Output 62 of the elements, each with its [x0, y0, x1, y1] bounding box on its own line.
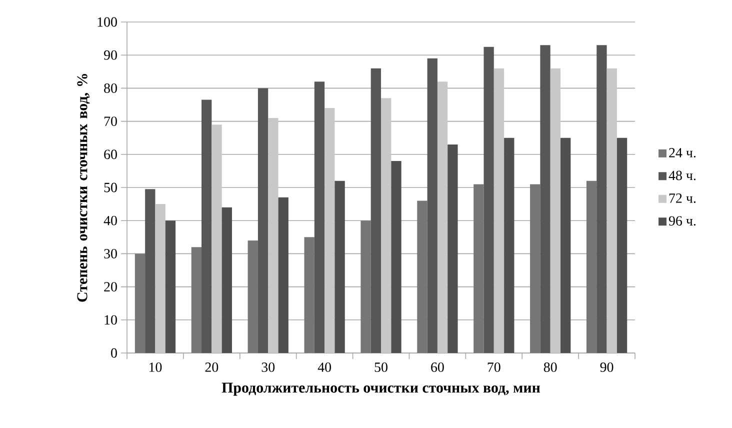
bar [191, 247, 202, 353]
y-axis-title: Степень очистки сточных вод, % [77, 74, 90, 302]
y-tick-label: 20 [104, 282, 117, 292]
x-tick-label: 50 [374, 362, 388, 372]
x-tick-label: 10 [149, 362, 162, 372]
y-tick-label: 90 [104, 50, 117, 60]
bar [278, 197, 288, 353]
bar [616, 138, 628, 353]
bar [494, 68, 504, 353]
bar [268, 118, 278, 353]
y-tick-label: 10 [104, 315, 117, 325]
legend-label: 72 ч. [669, 194, 696, 203]
bar [586, 180, 597, 353]
x-tick-label: 40 [318, 362, 331, 372]
bar [370, 68, 382, 353]
x-axis-title: Продолжительность очистки сточных вод, мин [222, 382, 540, 396]
bar [155, 204, 166, 353]
bar [145, 189, 156, 353]
bar [212, 124, 222, 353]
bar [202, 100, 212, 353]
x-tick-label: 90 [600, 362, 614, 372]
y-tick-label: 50 [104, 182, 117, 192]
bar [530, 184, 540, 353]
y-tick-label: 30 [104, 248, 117, 258]
x-tick-label: 60 [431, 362, 444, 372]
bar [324, 108, 335, 353]
bar [550, 68, 561, 353]
bar [304, 237, 314, 353]
y-tick-label: 40 [104, 216, 117, 226]
bar [484, 46, 494, 353]
y-tick-label: 0 [111, 348, 117, 358]
bar [165, 220, 176, 353]
bar [417, 200, 428, 353]
bar [448, 144, 458, 353]
bar [437, 82, 448, 353]
x-tick-label: 30 [262, 362, 275, 372]
bar [248, 240, 258, 353]
bar [540, 45, 550, 353]
bar [360, 220, 371, 353]
y-tick-label: 60 [104, 150, 117, 160]
bar [314, 82, 325, 353]
bar [427, 58, 438, 353]
y-tick-label: 80 [104, 83, 117, 93]
bar [381, 98, 392, 353]
bar [606, 68, 617, 353]
bar [222, 207, 232, 353]
bar [474, 184, 484, 353]
bar [504, 138, 514, 353]
y-tick-label: 100 [98, 17, 117, 27]
legend-label: 96 ч. [668, 216, 696, 226]
legend-label: 48 ч. [668, 170, 696, 180]
bar [258, 88, 268, 353]
bar [334, 180, 345, 353]
bar [134, 254, 146, 353]
bar [560, 138, 571, 353]
legend-label: 24 ч. [669, 148, 696, 158]
x-tick-label: 20 [205, 362, 218, 372]
bar [391, 161, 402, 353]
x-tick-label: 80 [544, 362, 557, 372]
bar [596, 45, 607, 353]
y-tick-label: 70 [104, 116, 117, 126]
x-tick-label: 70 [488, 362, 500, 372]
